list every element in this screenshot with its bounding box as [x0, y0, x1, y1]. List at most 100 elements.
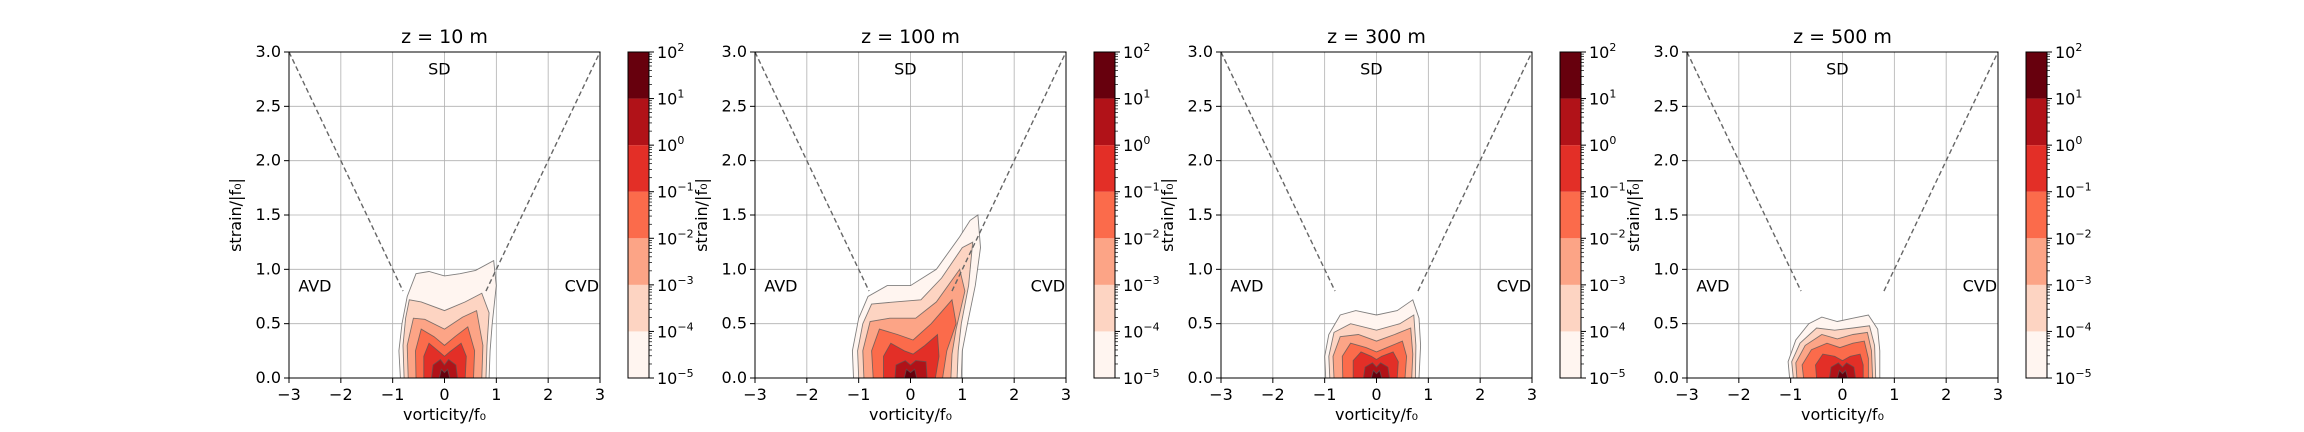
colorbar-tick-label: 100: [1123, 134, 1150, 155]
x-tick-label: 3: [1061, 385, 1071, 404]
y-tick-label: 3.0: [1188, 42, 1213, 61]
region-label-avd: AVD: [1696, 277, 1729, 296]
colorbar-band: [2026, 191, 2047, 239]
colorbar-tick-label: 101: [2055, 88, 2082, 109]
colorbar-tick-label: 10−3: [1123, 274, 1160, 295]
y-tick-label: 0.0: [1188, 368, 1213, 387]
contour-level: [438, 368, 451, 378]
region-label-cvd: CVD: [1497, 277, 1531, 296]
colorbar-tick-label: 101: [1589, 88, 1616, 109]
reference-line: [485, 51, 601, 292]
colorbar-band: [628, 284, 649, 332]
colorbar-band: [1094, 98, 1115, 146]
y-tick-label: 1.5: [1654, 205, 1679, 224]
y-tick-label: 0.5: [1188, 314, 1213, 333]
y-tick-label: 0.5: [722, 314, 747, 333]
colorbar-tick-label: 100: [2055, 134, 2082, 155]
contour-level: [903, 368, 918, 378]
colorbar-tick-label: 102: [657, 41, 684, 62]
x-tick-label: 0: [1837, 385, 1847, 404]
contour-fills: [1324, 299, 1422, 378]
y-tick-label: 2.5: [256, 96, 281, 115]
panel-title: z = 300 m: [1327, 26, 1426, 48]
y-axis-label: strain/|f₀|: [1158, 178, 1177, 252]
x-tick-label: 0: [439, 385, 449, 404]
x-tick-label: 1: [957, 385, 967, 404]
colorbar-frame: [1559, 51, 1582, 379]
y-axis-label: strain/|f₀|: [692, 178, 711, 252]
y-tick-label: 3.0: [1654, 42, 1679, 61]
colorbar-band: [2026, 145, 2047, 192]
region-label-sd: SD: [1360, 59, 1382, 78]
region-label-sd: SD: [894, 59, 916, 78]
colorbar-tick-label: 10−2: [1589, 227, 1626, 248]
y-tick-label: 1.5: [256, 205, 281, 224]
colorbar-band: [628, 52, 649, 99]
reference-line: [288, 51, 404, 292]
colorbar-frame: [2025, 51, 2048, 379]
y-tick-label: 2.0: [1188, 151, 1213, 170]
reference-line: [1686, 51, 1802, 292]
colorbar: 10−5 10−4 10−3 10−2 10−1 100 101 102: [1559, 41, 1626, 388]
y-tick-label: 0.5: [256, 314, 281, 333]
x-tick-label: 1: [1423, 385, 1433, 404]
contour-level: [1363, 362, 1390, 378]
x-axis-label: vorticity/f₀: [403, 405, 486, 424]
region-label-avd: AVD: [298, 277, 331, 296]
region-label-avd: AVD: [1230, 277, 1263, 296]
colorbar-tick-label: 10−5: [657, 367, 694, 388]
x-tick-label: −2: [1261, 385, 1285, 404]
x-tick-label: 3: [1993, 385, 2003, 404]
reference-line: [1220, 51, 1336, 292]
y-tick-label: 2.5: [1188, 96, 1213, 115]
panel-title: z = 100 m: [861, 26, 960, 48]
y-tick-label: 0.0: [722, 368, 747, 387]
y-tick-label: 2.0: [1654, 151, 1679, 170]
colorbar-band: [1560, 331, 1581, 378]
x-axis-label: vorticity/f₀: [1801, 405, 1884, 424]
x-tick-label: −3: [1675, 385, 1699, 404]
x-tick-label: 1: [1889, 385, 1899, 404]
colorbar-tick-label: 102: [1589, 41, 1616, 62]
contour-fills: [398, 259, 497, 378]
colorbar-band: [1094, 331, 1115, 378]
x-tick-label: −3: [743, 385, 767, 404]
contour-fills: [1787, 314, 1881, 378]
y-axis-label: strain/|f₀|: [1624, 178, 1643, 252]
x-tick-label: 2: [1009, 385, 1019, 404]
colorbar-tick-label: 10−5: [1123, 367, 1160, 388]
colorbar: 10−5 10−4 10−3 10−2 10−1 100 101 102: [2025, 41, 2092, 388]
colorbar-band: [1560, 191, 1581, 239]
colorbar-tick-label: 10−3: [657, 274, 694, 295]
colorbar-tick-label: 10−5: [1589, 367, 1626, 388]
colorbar-tick-label: 10−4: [1123, 320, 1160, 341]
colorbar-band: [2026, 98, 2047, 146]
colorbar-band: [2026, 331, 2047, 378]
colorbar-band: [1560, 98, 1581, 146]
region-label-sd: SD: [1826, 59, 1848, 78]
colorbar-tick-label: 102: [2055, 41, 2082, 62]
x-tick-label: 2: [1475, 385, 1485, 404]
colorbar-tick-label: 100: [657, 134, 684, 155]
colorbar: 10−5 10−4 10−3 10−2 10−1 100 101 102: [1093, 41, 1160, 388]
y-tick-label: 1.5: [722, 205, 747, 224]
colorbar-tick-label: 10−1: [1123, 181, 1160, 202]
colorbar-band: [628, 238, 649, 285]
panel-3: −3 −2 −1 0 1 2 3 0.0 0.5 1.0 1.5 2.0 2.5 3.0 vorticity…: [1158, 26, 1626, 424]
colorbar-band: [2026, 238, 2047, 285]
panel-title: z = 500 m: [1793, 26, 1892, 48]
contour-fills: [851, 214, 981, 378]
colorbar-band: [1094, 238, 1115, 285]
contour-level: [894, 360, 928, 378]
y-tick-label: 0.0: [1654, 368, 1679, 387]
colorbar-tick-label: 10−1: [1589, 181, 1626, 202]
x-tick-label: 3: [1527, 385, 1537, 404]
contour-level: [1829, 362, 1856, 378]
x-tick-label: −2: [795, 385, 819, 404]
y-tick-label: 1.0: [1188, 259, 1213, 278]
colorbar: 10−5 10−4 10−3 10−2 10−1 100 101 102: [627, 41, 694, 388]
x-axis-label: vorticity/f₀: [1335, 405, 1418, 424]
x-tick-label: 0: [1371, 385, 1381, 404]
colorbar-band: [2026, 284, 2047, 332]
y-tick-label: 3.0: [722, 42, 747, 61]
